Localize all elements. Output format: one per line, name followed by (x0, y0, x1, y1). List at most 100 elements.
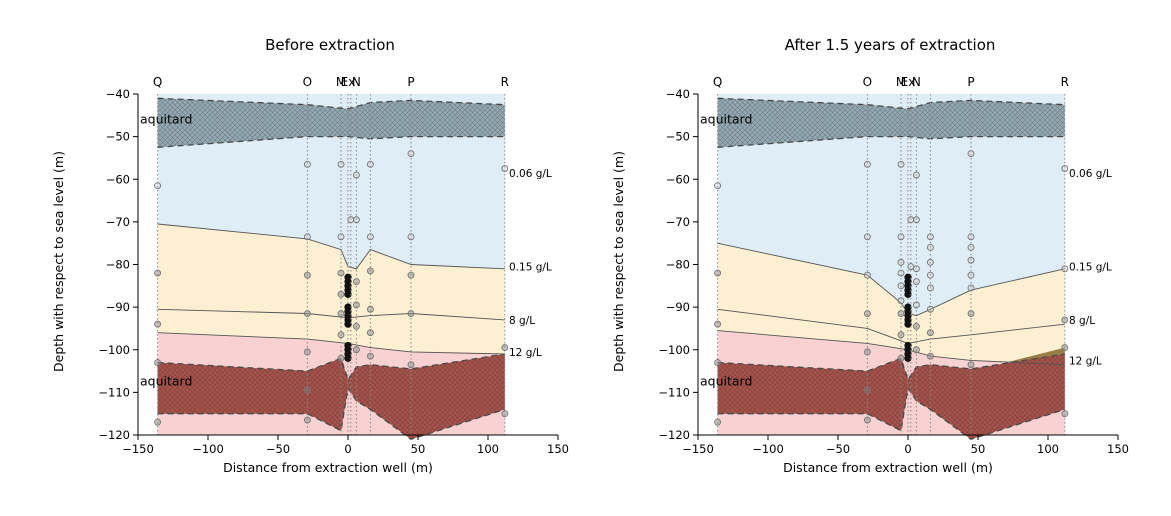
sample-point (926, 258, 934, 266)
x-tick-label: −100 (192, 442, 224, 456)
x-tick-label: −50 (826, 442, 850, 456)
freshwater-zone (717, 94, 1065, 316)
sample-point (352, 171, 360, 179)
upper-aquitard-hatch (157, 98, 505, 148)
aquitard-label-lower: aquitard (700, 374, 752, 389)
x-tick-label: 100 (1037, 442, 1059, 456)
sample-point (337, 269, 345, 277)
sample-point (967, 271, 975, 279)
sample-point (337, 354, 345, 362)
sample-point (863, 160, 871, 168)
sample-point (352, 322, 360, 330)
y-tick-label: −70 (666, 215, 690, 229)
sample-point (407, 310, 415, 317)
sample-point (337, 310, 345, 317)
well-label: N (352, 75, 361, 89)
well-label: P (967, 75, 974, 89)
sample-point (863, 233, 871, 241)
x-tick-label: 0 (344, 442, 351, 456)
x-tick-label: −150 (122, 442, 154, 456)
x-tick-label: −150 (682, 442, 714, 456)
sample-point (714, 359, 722, 366)
upper-aquitard-hatch (717, 98, 1065, 148)
boundary-line (157, 223, 505, 270)
well-label: Ex (901, 75, 916, 89)
sample-point (897, 331, 905, 339)
sample-point (897, 258, 905, 266)
well-label: N (912, 75, 921, 89)
sample-point (897, 269, 905, 277)
sample-point (347, 216, 355, 224)
sample-point (352, 216, 360, 224)
sample-point (366, 267, 374, 275)
sample-point (912, 346, 920, 354)
sample-point (967, 361, 975, 369)
y-tick-label: −110 (658, 385, 690, 399)
well-label: Q (713, 75, 722, 89)
sample-point (154, 359, 162, 366)
concentration-label: 12 g/L (1069, 355, 1102, 367)
sample-point (1061, 410, 1069, 418)
boundary-line (717, 242, 1065, 317)
boundary-line (717, 308, 1065, 344)
sample-point (1061, 265, 1069, 273)
upper-aquitard-top-line (157, 97, 505, 110)
sample-point (926, 284, 934, 292)
lower-aquitard-hatch (157, 354, 505, 440)
sample-point (303, 233, 311, 241)
y-tick-label: −120 (98, 428, 130, 442)
sample-point (337, 331, 345, 339)
sample-point (912, 171, 920, 179)
lower-aquitard-top-line (157, 353, 505, 382)
sample-point (967, 243, 975, 251)
sample-point (863, 271, 871, 279)
x-tick-label: 50 (411, 442, 426, 456)
sample-point (926, 305, 934, 313)
sample-point (344, 290, 352, 298)
y-tick-label: −70 (106, 215, 130, 229)
sample-point (303, 416, 311, 424)
sample-point (344, 354, 352, 362)
sample-point (926, 271, 934, 279)
concentration-label: 0.06 g/L (509, 168, 552, 180)
sample-point (154, 320, 162, 328)
sample-point (863, 310, 871, 317)
aquitard-label-upper: aquitard (140, 112, 192, 127)
sample-point (407, 150, 415, 158)
x-axis-label: Distance from extraction well (m) (223, 460, 433, 475)
sample-point (926, 243, 934, 251)
sample-point (897, 297, 905, 305)
sample-point (303, 310, 311, 317)
sample-point (912, 301, 920, 309)
lower-aquitard-hatch (717, 354, 1065, 440)
sample-point (337, 290, 345, 298)
upper-aquitard-bottom-line (717, 135, 1065, 148)
y-tick-label: −40 (666, 87, 690, 101)
aquitard-label-lower: aquitard (140, 374, 192, 389)
concentration-label: 0.15 g/L (509, 262, 552, 274)
x-tick-label: −100 (752, 442, 784, 456)
sample-point (366, 305, 374, 313)
y-tick-label: −90 (106, 300, 130, 314)
well-label: M (336, 75, 346, 89)
aquitard-label-upper: aquitard (700, 112, 752, 127)
sample-point (907, 263, 915, 271)
sample-point (897, 160, 905, 168)
sample-point (926, 233, 934, 241)
y-tick-label: −90 (666, 300, 690, 314)
x-tick-label: 0 (904, 442, 911, 456)
sample-point (501, 410, 509, 418)
chart-title: After 1.5 years of extraction (785, 36, 996, 54)
sample-point (904, 290, 912, 298)
x-tick-label: −50 (266, 442, 290, 456)
sample-point (714, 269, 722, 277)
concentration-label: 12 g/L (509, 347, 542, 359)
sample-point (154, 182, 162, 190)
concentration-label: 0.15 g/L (1069, 262, 1112, 274)
sample-point (863, 416, 871, 424)
sample-point (904, 320, 912, 328)
well-label: R (1061, 75, 1069, 89)
